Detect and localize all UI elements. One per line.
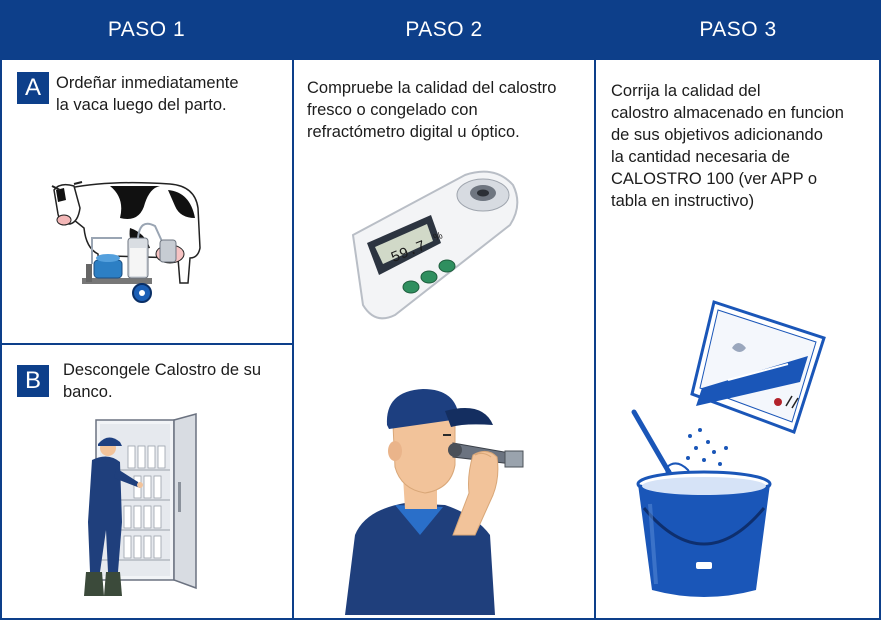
- row-divider-step1: [0, 343, 293, 345]
- farmer-refractometer-icon: [345, 389, 524, 615]
- step3-line5: CALOSTRO 100 (ver APP o: [611, 170, 818, 188]
- column-divider-2: [594, 60, 596, 620]
- step3-line4: la cantidad necesaria de: [611, 148, 790, 166]
- badge-a: A: [17, 72, 49, 104]
- step2-text: Compruebe la calidad del calostro fresco…: [307, 77, 556, 143]
- step3-line1: Corrija la calidad del: [611, 82, 761, 100]
- refractometer-icon: 59.7 %: [351, 170, 519, 320]
- cow-milking-machine-icon: [51, 181, 201, 303]
- step1-a-text: Ordeñar inmediatamente la vaca luego del…: [56, 72, 239, 116]
- step1-b-line1: Descongele Calostro de su: [63, 361, 262, 379]
- step1-a-line1: Ordeñar inmediatamente: [56, 74, 239, 92]
- freezer-farmer-icon: [84, 413, 197, 596]
- step3-text: Corrija la calidad del calostro almacena…: [611, 80, 844, 212]
- bucket-whisk-icon: [631, 409, 772, 597]
- device-unit: %: [432, 230, 444, 244]
- step2-line1: Compruebe la calidad del calostro: [307, 79, 557, 97]
- step2-line2: fresco o congelado con: [307, 101, 478, 119]
- step3-line3: de sus objetivos adicionando: [611, 126, 823, 144]
- step1-b-line2: banco.: [63, 383, 113, 401]
- step3-line2: calostro almacenado en funcion: [611, 104, 844, 122]
- badge-b: B: [17, 365, 49, 397]
- colostrum-packet-icon: [690, 300, 826, 434]
- step1-b-text: Descongele Calostro de su banco.: [63, 359, 261, 403]
- step1-a-line2: la vaca luego del parto.: [56, 96, 227, 114]
- column-divider-1: [292, 60, 294, 620]
- step-1-header: PASO 1: [0, 0, 293, 60]
- step-2-header: PASO 2: [293, 0, 595, 60]
- step3-line6: tabla en instructivo): [611, 192, 755, 210]
- step-3-header: PASO 3: [595, 0, 881, 60]
- step2-line3: refractómetro digital u óptico.: [307, 123, 520, 141]
